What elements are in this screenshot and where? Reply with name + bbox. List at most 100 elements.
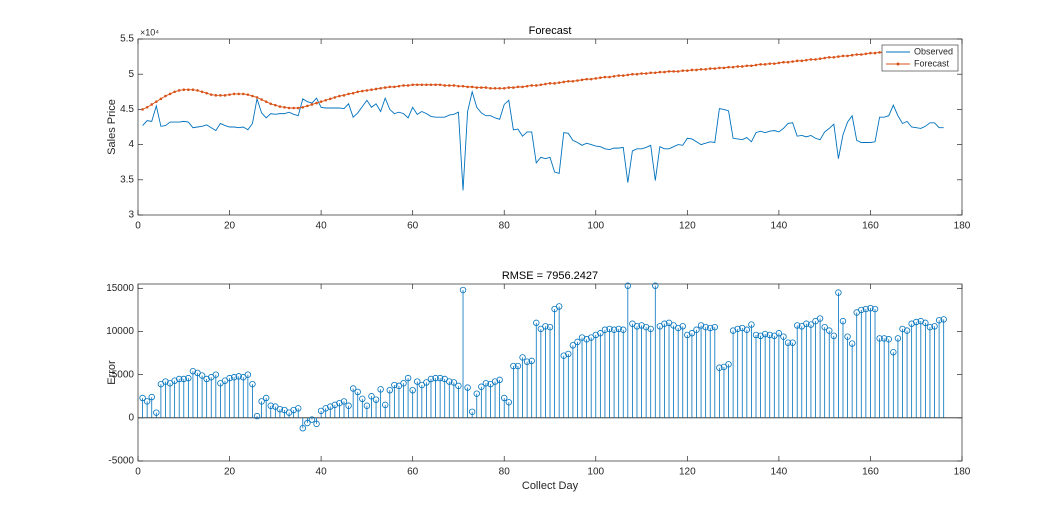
point	[438, 83, 442, 87]
point	[841, 54, 845, 58]
stem-marker	[143, 398, 151, 405]
point	[388, 85, 392, 89]
point	[837, 55, 840, 58]
stem-marker	[555, 303, 563, 310]
point	[232, 92, 236, 96]
stem-marker	[528, 357, 535, 365]
stem-marker	[459, 286, 467, 294]
point	[205, 91, 208, 95]
x-tick-label: 100	[587, 467, 604, 478]
stem-marker	[803, 320, 810, 327]
stem-marker	[775, 330, 783, 337]
point	[667, 70, 671, 73]
stem-marker	[446, 378, 453, 385]
stem-marker	[565, 350, 572, 358]
point	[287, 106, 291, 110]
stem-marker	[244, 371, 252, 378]
point	[489, 86, 492, 90]
point	[676, 70, 680, 73]
point	[713, 67, 717, 70]
x-axis-label: Collect Day	[522, 480, 579, 492]
point	[699, 67, 703, 71]
point	[786, 60, 790, 64]
stem-marker	[638, 322, 645, 329]
stem-marker	[816, 315, 824, 322]
stem-marker	[835, 289, 842, 296]
stem-marker	[885, 336, 892, 343]
point	[562, 80, 566, 84]
x-tick-label: 140	[771, 467, 788, 478]
axes-box	[137, 38, 963, 216]
point	[539, 83, 543, 87]
y-tick-label: -5000	[108, 456, 134, 467]
point	[420, 83, 424, 87]
point	[672, 70, 675, 73]
point	[530, 84, 533, 87]
stem-marker	[148, 393, 155, 401]
stem-marker	[377, 386, 384, 393]
stem-marker	[922, 319, 929, 327]
point	[832, 56, 836, 59]
stem-marker	[175, 375, 183, 383]
point	[356, 90, 360, 94]
stem-marker	[368, 393, 375, 400]
point	[374, 87, 378, 91]
stem-marker	[610, 326, 618, 333]
point	[484, 86, 488, 89]
stem-marker	[894, 335, 902, 342]
stem-marker	[354, 388, 361, 396]
stem-marker	[752, 331, 760, 339]
stem-marker	[935, 317, 943, 324]
stem-marker	[597, 330, 604, 337]
stem-marker	[624, 282, 632, 289]
point	[283, 105, 286, 109]
stem-marker	[652, 282, 659, 289]
stem-marker	[482, 380, 490, 387]
point	[525, 84, 529, 88]
point	[873, 51, 877, 55]
axes-title: RMSE = 7956.2427	[502, 270, 598, 282]
point	[429, 83, 433, 87]
stem-marker	[839, 317, 847, 325]
stem-marker	[899, 325, 906, 333]
point	[548, 82, 552, 85]
y-axis-label: Error	[106, 360, 118, 385]
point	[159, 97, 163, 101]
stem-marker	[688, 330, 696, 337]
y-tick-label: 0	[128, 412, 134, 423]
point	[402, 84, 405, 87]
point	[571, 79, 575, 83]
point	[617, 74, 620, 77]
point	[150, 103, 154, 106]
x-tick-label: 40	[316, 467, 328, 478]
stem-marker	[519, 354, 526, 361]
point	[553, 82, 556, 85]
point	[580, 78, 584, 82]
point	[237, 92, 241, 96]
point	[177, 89, 181, 92]
stem-marker	[560, 352, 567, 359]
stem-marker	[290, 406, 297, 414]
point	[754, 63, 758, 67]
stem-marker	[702, 323, 709, 331]
point	[155, 100, 158, 103]
point	[869, 51, 872, 55]
point	[315, 101, 318, 105]
stem-marker	[871, 305, 879, 313]
stem-marker	[903, 327, 911, 334]
stem-marker	[226, 374, 233, 382]
point	[310, 103, 314, 106]
stem-marker	[510, 362, 517, 370]
point	[447, 84, 451, 87]
point	[397, 84, 401, 88]
x-tick-label: 80	[499, 221, 511, 232]
point	[361, 89, 364, 93]
point	[173, 90, 176, 94]
stem-marker	[203, 375, 210, 383]
stem-marker	[336, 399, 343, 407]
stem-marker	[501, 394, 508, 402]
point	[736, 65, 739, 68]
point	[196, 89, 199, 92]
point	[223, 94, 227, 97]
stem-marker	[542, 323, 549, 330]
